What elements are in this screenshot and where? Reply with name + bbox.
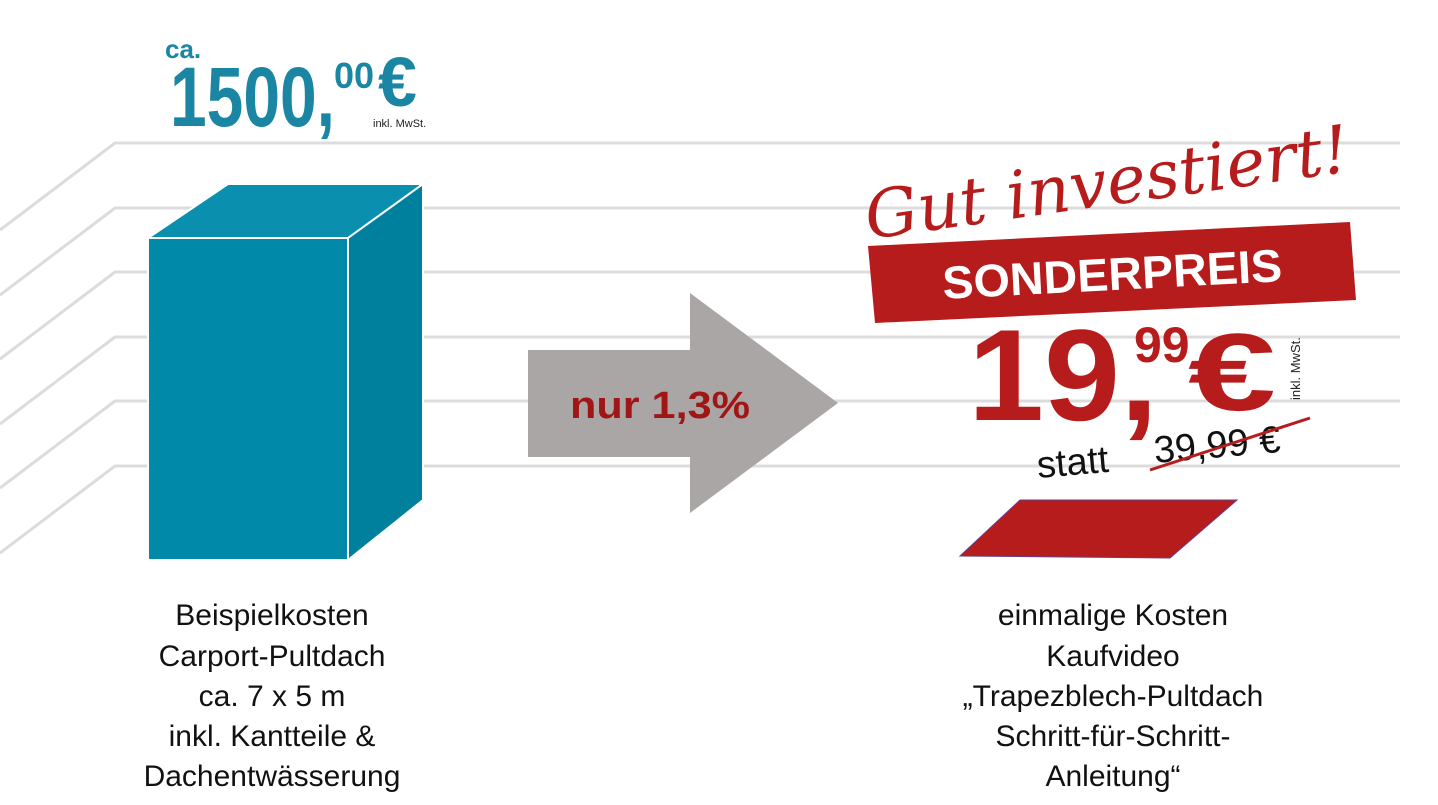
strike-line (1149, 416, 1311, 472)
tax-note: inkl. MwSt. (1288, 337, 1303, 400)
price-prefix: ca. (165, 34, 201, 64)
cost-slab (958, 499, 1239, 559)
price-cents: 00 (334, 55, 374, 96)
caption-line: Dachentwässerung (144, 760, 401, 793)
price-main: 19, (968, 302, 1158, 448)
background-grid (0, 141, 1400, 555)
caption-line: Carport-Pultdach (159, 640, 386, 673)
caption-line: einmalige Kosten (998, 599, 1228, 632)
caption-line: „Trapezblech-Pultdach (963, 680, 1264, 713)
caption-line: Beispielkosten (175, 599, 368, 632)
caption-line: Anleitung“ (1045, 760, 1180, 793)
right-caption: einmalige Kosten Kaufvideo „Trapezblech-… (963, 599, 1264, 793)
tax-note: inkl. MwSt. (373, 118, 426, 130)
left-caption: Beispielkosten Carport-Pultdach ca. 7 x … (144, 599, 401, 793)
arrow-label: nur 1,3% (570, 385, 750, 427)
badge-banner (868, 222, 1356, 323)
caption-line: ca. 7 x 5 m (199, 680, 346, 713)
caption-line: Schritt-für-Schritt- (995, 720, 1230, 753)
old-price-prefix: statt (1035, 439, 1111, 487)
price-currency: € (1188, 311, 1276, 434)
caption-line: Kaufvideo (1046, 640, 1179, 673)
caption-line: inkl. Kantteile & (169, 720, 376, 753)
cost-box (144, 182, 427, 563)
price-cents: 99 (1134, 317, 1190, 373)
price-currency: € (378, 43, 417, 121)
price-main: 1500, (170, 50, 335, 144)
arrow (528, 293, 838, 513)
